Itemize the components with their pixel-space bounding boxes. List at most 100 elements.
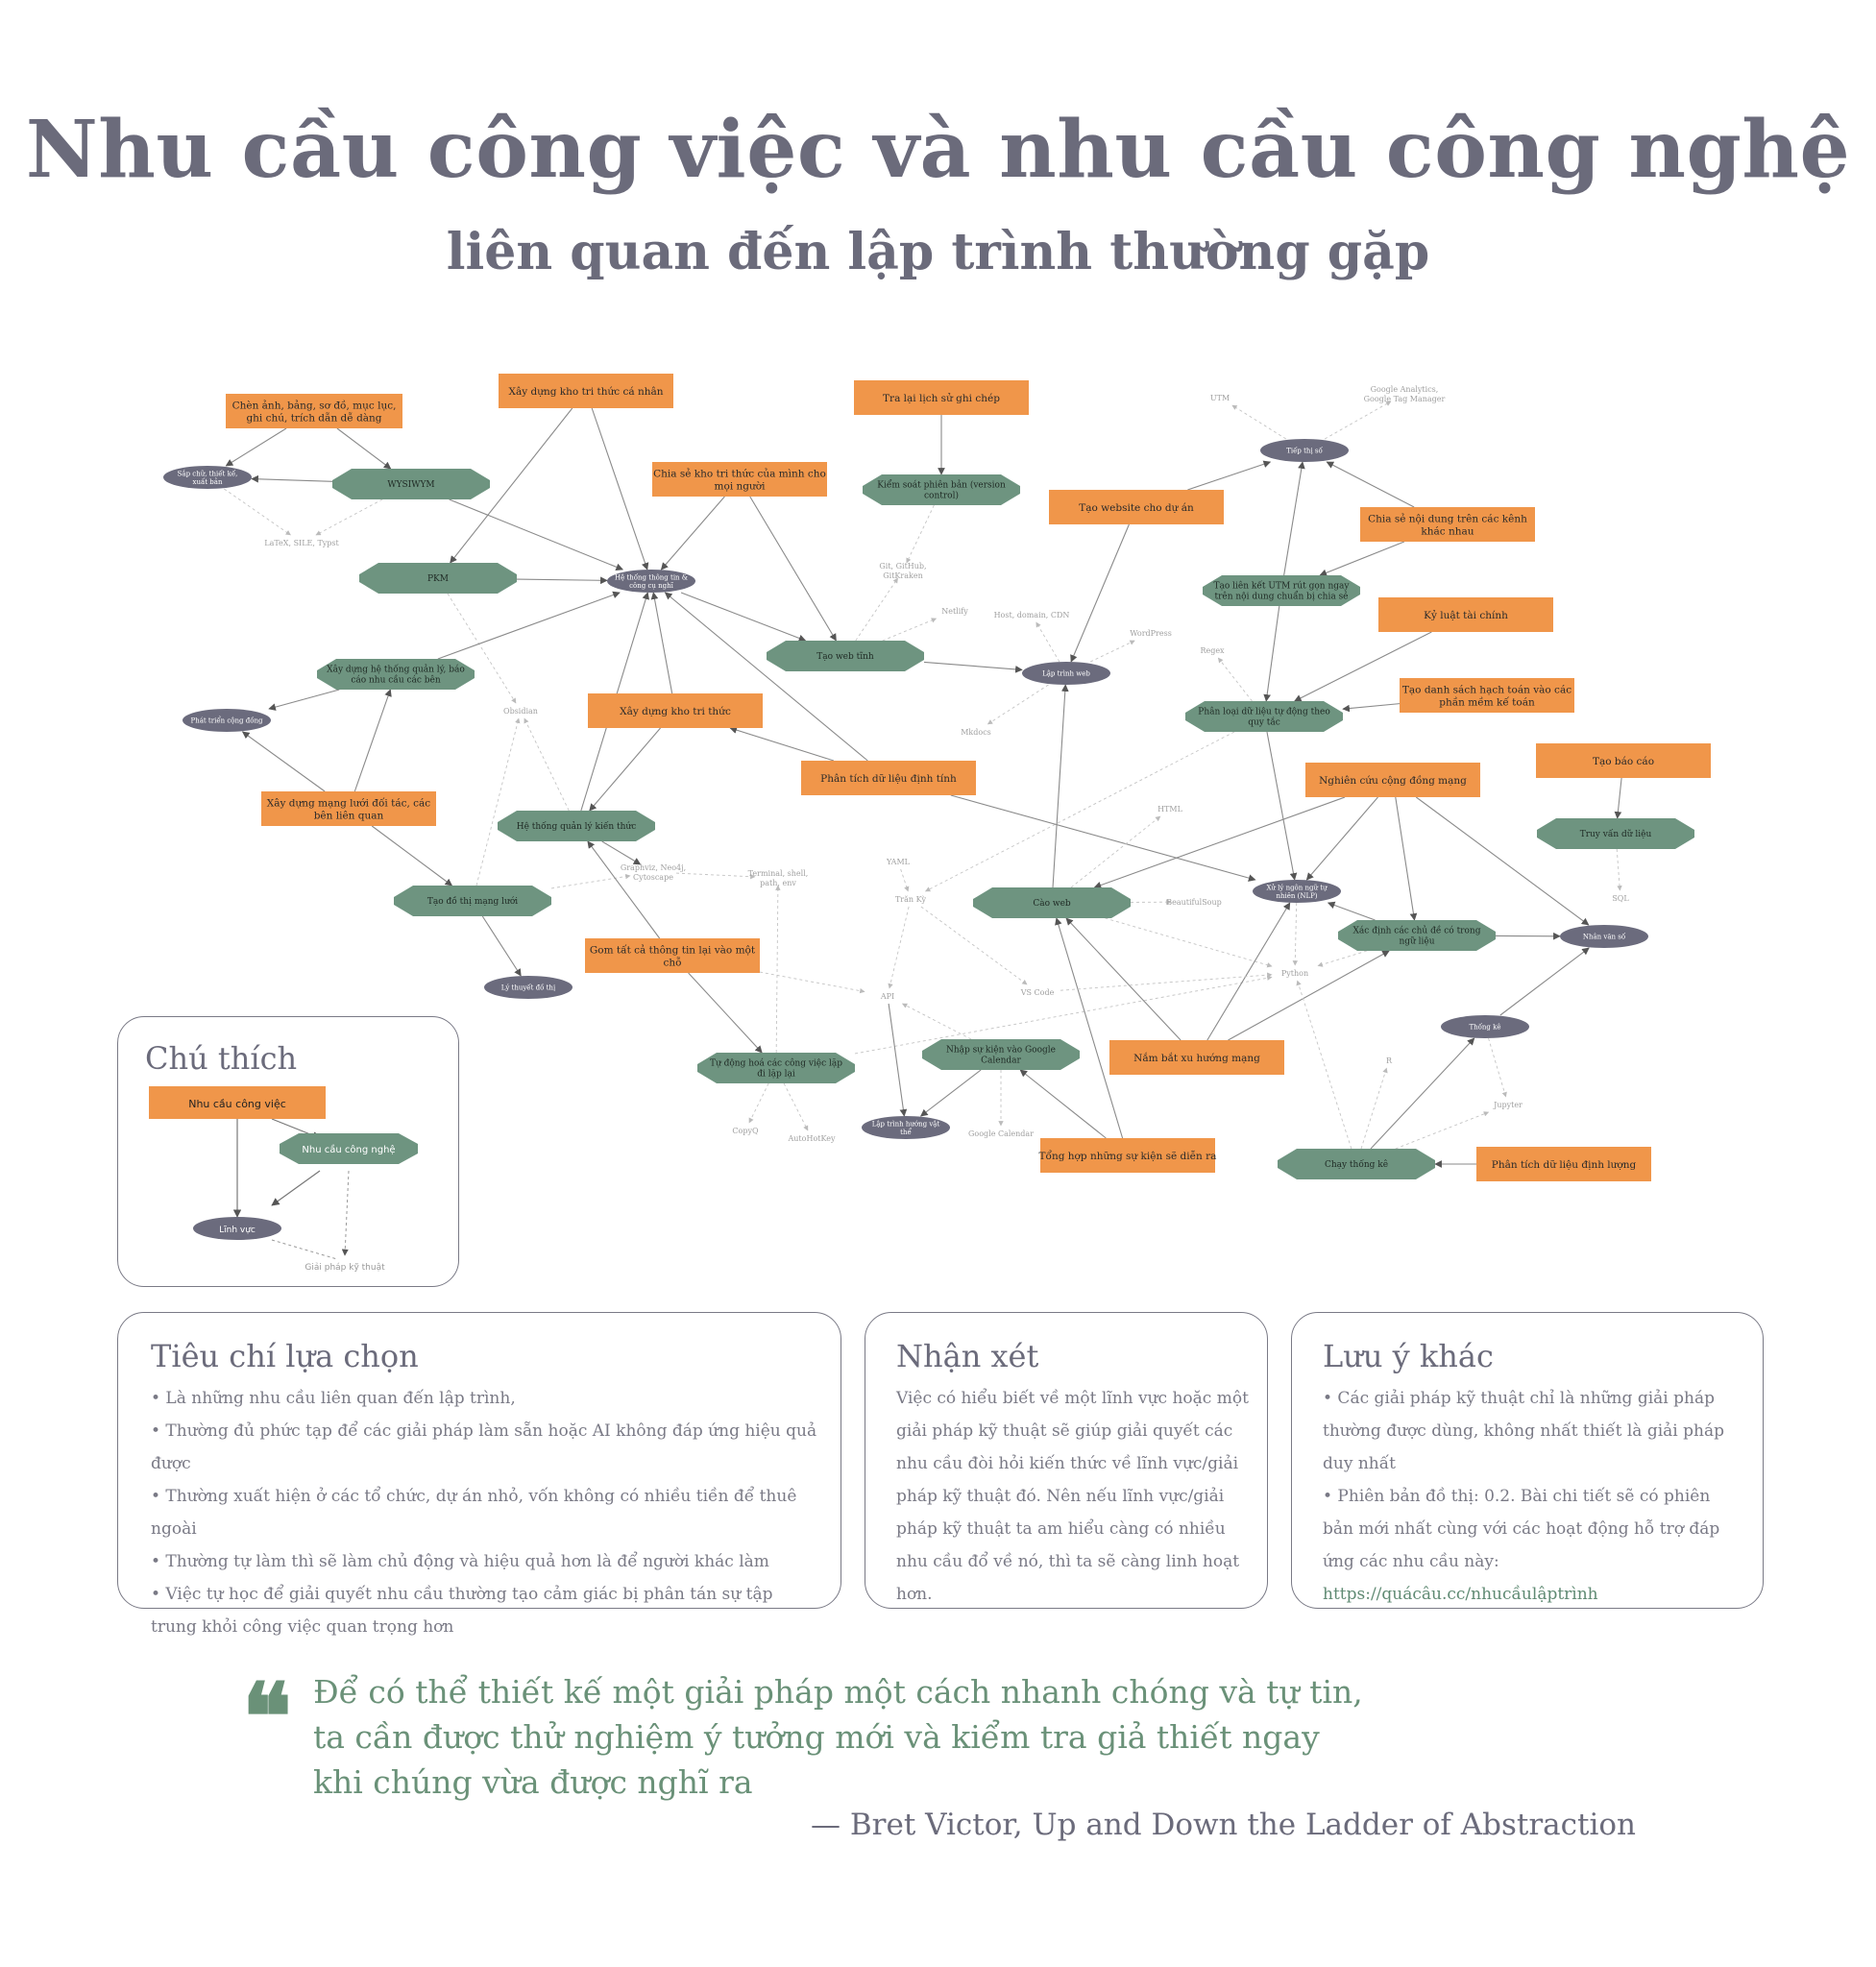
criteria-box: Tiêu chí lựa chọn • Là những nhu cầu liê… — [117, 1312, 841, 1637]
node-field: Nhân văn số — [1560, 925, 1648, 948]
legend-field-node — [193, 1217, 281, 1240]
edge-dashed — [315, 498, 383, 536]
node-label: Mkdocs — [961, 728, 991, 737]
node-sol: Host, domain, CDN — [994, 611, 1070, 619]
edge-solid — [1342, 703, 1401, 713]
node-label: Xử lý ngôn ngữ tự nhiên (NLP) — [1266, 883, 1328, 900]
legend-tech-label: Nhu cầu công nghệ — [302, 1144, 395, 1155]
page-title: Nhu cầu công việc và nhu cầu công nghệ — [25, 104, 1851, 196]
edge-solid — [1070, 523, 1130, 663]
node-tech: Tạo liên kết UTM rút gọn ngay trên nội du… — [1203, 575, 1360, 606]
edge-solid — [589, 727, 661, 812]
other-note-1: • Các giải pháp kỹ thuật chỉ là những gi… — [1323, 1389, 1724, 1473]
node-label: Chèn ảnh, bảng, sơ đồ, mục lục, ghi chú, … — [232, 399, 397, 424]
edge-solid — [1093, 796, 1346, 889]
remarks-text: Việc có hiểu biết về một lĩnh vực hoặc m… — [896, 1389, 1249, 1604]
node-need: Tạo website cho dự án — [1049, 490, 1224, 524]
edge-dashed — [524, 717, 570, 812]
edge-solid — [680, 592, 807, 643]
node-need: Chia sẻ kho tri thức của mình cho mọi ngư… — [652, 462, 827, 497]
edge-dashed — [1616, 848, 1622, 891]
node-label: Tổng hợp những sự kiện sẽ diễn ra — [1039, 1150, 1217, 1162]
node-label: HTML — [1157, 805, 1183, 814]
edge-solid — [664, 592, 868, 762]
edge-dashed — [1324, 401, 1392, 440]
criteria-item: • Thường tự làm thì sẽ làm chủ động và h… — [151, 1552, 769, 1571]
edge-solid — [251, 474, 333, 483]
edge-dashed — [1395, 1111, 1490, 1150]
edge-dashed — [906, 504, 935, 564]
edge-solid — [601, 840, 642, 865]
edge-dashed — [1105, 917, 1273, 968]
node-label: Xây dựng kho tri thức cá nhân — [508, 386, 663, 398]
node-tech: Chạy thống kê — [1278, 1149, 1435, 1179]
node-label: Phát triển cộng đồng — [191, 716, 263, 725]
node-field: Phát triển cộng đồng — [183, 709, 271, 732]
edge-dashed — [1292, 902, 1299, 966]
diagram-edges — [224, 401, 1622, 1168]
node-label: R — [1386, 1056, 1393, 1065]
edge-solid — [1370, 1037, 1475, 1150]
node-label: Obsidian — [503, 707, 538, 716]
node-label: Python — [1281, 969, 1308, 978]
edge-solid — [437, 591, 621, 660]
edge-solid — [1266, 731, 1298, 881]
node-sol: SQL — [1612, 894, 1629, 903]
node-label: Xây dựng mạng lưới đối tác, các bên liên … — [267, 796, 431, 821]
node-label: Regex — [1200, 646, 1225, 655]
node-field: Lập trình hướng vật thể — [862, 1116, 950, 1139]
node-field: Hệ thống thông tin & công cụ nghĩ — [607, 570, 695, 593]
node-need: Gom tất cả thông tin lại vào một chỗ — [585, 938, 760, 973]
page-subtitle: liên quan đến lập trình thường gặp — [446, 223, 1430, 281]
node-sol: CopyQ — [732, 1127, 759, 1135]
edge-dashed — [1035, 621, 1060, 663]
node-label: Netlify — [941, 607, 968, 616]
node-label: Graphviz, Neo4j, Cytoscape — [621, 863, 686, 882]
edge-dashed — [1488, 1037, 1507, 1098]
node-label: Chia sẻ kho tri thức của mình cho mọi ngư… — [653, 467, 826, 492]
edge-dashed — [1060, 972, 1273, 991]
edge-solid — [268, 689, 340, 711]
other-note-2: • Phiên bản đồ thị: 0.2. Bài chi tiết sẽ… — [1323, 1487, 1720, 1571]
edge-solid — [1294, 631, 1432, 702]
node-sol: Obsidian — [503, 707, 538, 716]
edge-solid — [353, 689, 392, 792]
node-label: Nhập sự kiện vào Google Calendar — [946, 1045, 1056, 1066]
node-sol: AutoHotKey — [788, 1134, 836, 1143]
other-notes-box: Lưu ý khác • Các giải pháp kỹ thuật chỉ … — [1291, 1312, 1764, 1609]
edge-solid — [241, 731, 326, 792]
node-need: Phân tích dữ liệu định lượng — [1476, 1147, 1651, 1181]
node-tech: Phân loại dữ liệu tự động theo quy tắc — [1185, 701, 1343, 732]
edge-dashed — [1296, 980, 1352, 1150]
node-tech: Nhập sự kiện vào Google Calendar — [922, 1039, 1080, 1070]
quote-attribution: — Bret Victor, Up and Down the Ladder of… — [811, 1808, 1636, 1842]
edge-solid — [1327, 901, 1376, 921]
legend-diagram: Nhu cầu công việc Nhu cầu công nghệ Lĩnh… — [149, 1086, 418, 1273]
node-label: Xác định các chủ đề có trong ngữ liệu — [1353, 926, 1481, 947]
edge-dashed — [900, 868, 910, 892]
edge-solid — [660, 496, 725, 571]
edge-dashed — [748, 1082, 769, 1124]
node-label: Lập trình hướng vật thể — [872, 1120, 940, 1136]
node-label: Phân tích dữ liệu định tính — [820, 773, 957, 785]
node-tech: Xây dựng hệ thống quản lý, báo cáo nhu cầ… — [317, 659, 475, 690]
edge-dashed — [855, 577, 898, 642]
node-sol: YAML — [886, 858, 911, 866]
edge-dashed — [224, 488, 291, 536]
node-label: AutoHotKey — [788, 1134, 836, 1143]
criteria-title: Tiêu chí lựa chọn — [151, 1338, 419, 1374]
node-label: CopyQ — [732, 1127, 759, 1135]
edge-dashed — [901, 1003, 972, 1040]
remarks-title: Nhận xét — [896, 1338, 1039, 1374]
node-label: Kỷ luật tài chính — [1424, 609, 1508, 621]
legend-need-label: Nhu cầu công việc — [188, 1098, 286, 1110]
edge-solid — [923, 661, 1023, 673]
article-link[interactable]: https://quácâu.cc/nhucầulậptrình — [1323, 1585, 1598, 1604]
edge-solid — [1187, 460, 1272, 491]
node-need: Nắm bắt xu hướng mạng — [1109, 1040, 1284, 1075]
node-label: VS Code — [1020, 988, 1055, 997]
node-sol: R — [1386, 1056, 1393, 1065]
node-field: Xử lý ngôn ngữ tự nhiên (NLP) — [1253, 880, 1341, 903]
edge-solid — [1052, 684, 1069, 888]
